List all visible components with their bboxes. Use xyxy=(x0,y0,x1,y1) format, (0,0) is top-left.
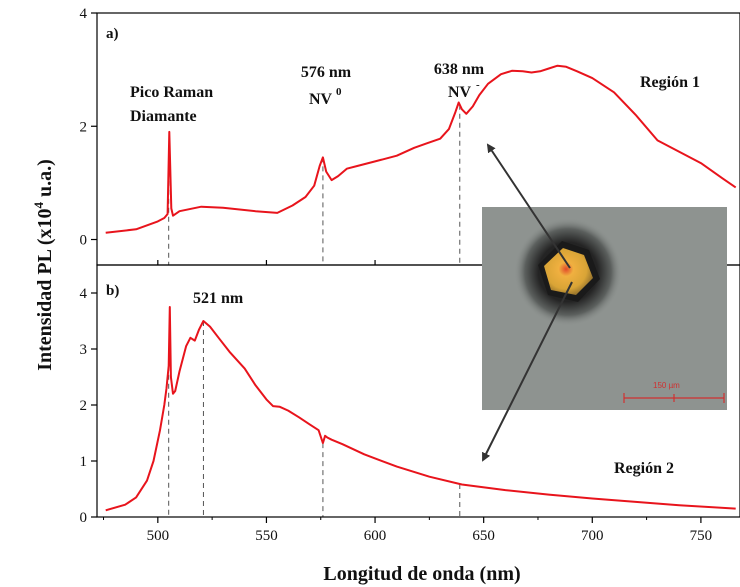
arrow-to-region-1 xyxy=(486,143,571,269)
y-tick-label-panel-0-4: 4 xyxy=(80,6,88,22)
series-line-panel-a-0 xyxy=(105,64,737,234)
annotation-576-superscript: 0 xyxy=(336,86,342,98)
inset-scalebar-label: 150 µm xyxy=(653,381,680,390)
y-tick-label-panel-1-0: 0 xyxy=(80,510,88,526)
y-tick-label-panel-1-4: 4 xyxy=(80,286,88,302)
annotation-521: 521 nm xyxy=(193,290,244,307)
x-tick-label-650: 650 xyxy=(472,528,495,544)
panel-b-frame xyxy=(96,264,740,518)
y-tick-label-panel-1-2: 2 xyxy=(80,398,88,414)
y-tick-label-panel-0-0: 0 xyxy=(80,233,88,249)
annotation-638-line2: NV xyxy=(448,84,472,101)
annotation-576-line2: NV xyxy=(309,91,333,108)
microscope-inset: 150 µm xyxy=(482,207,727,410)
series-line-panel-b-0 xyxy=(105,306,736,512)
annotation-638-line1: 638 nm xyxy=(434,61,485,78)
x-axis-title: Longitud de onda (nm) xyxy=(323,563,520,585)
guide-lines xyxy=(168,104,461,517)
x-tick-label-600: 600 xyxy=(364,528,387,544)
annotation-576-line1: 576 nm xyxy=(301,64,352,81)
panel-b-label: b) xyxy=(106,283,119,299)
y-axis-title: Intensidad PL (x104 u.a.) xyxy=(31,159,56,371)
annotation-raman-line2: Diamante xyxy=(130,108,197,125)
inset-crystal xyxy=(544,248,593,295)
annotation-638-superscript: - xyxy=(476,79,480,91)
y-tick-label-panel-1-1: 1 xyxy=(80,454,88,470)
panel-a-label: a) xyxy=(106,26,119,42)
arrow-to-region-2 xyxy=(482,281,573,462)
x-tick-label-750: 750 xyxy=(690,528,713,544)
annotation-region-2: Región 2 xyxy=(614,460,674,477)
x-tick-label-550: 550 xyxy=(255,528,278,544)
annotation-region-1: Región 1 xyxy=(640,74,700,91)
y-tick-label-panel-1-3: 3 xyxy=(80,342,88,358)
spectrum-series xyxy=(105,64,737,512)
x-tick-label-500: 500 xyxy=(147,528,170,544)
x-tick-label-700: 700 xyxy=(581,528,604,544)
y-tick-label-panel-0-2: 2 xyxy=(80,119,88,135)
annotation-raman-line1: Pico Raman xyxy=(130,84,213,101)
